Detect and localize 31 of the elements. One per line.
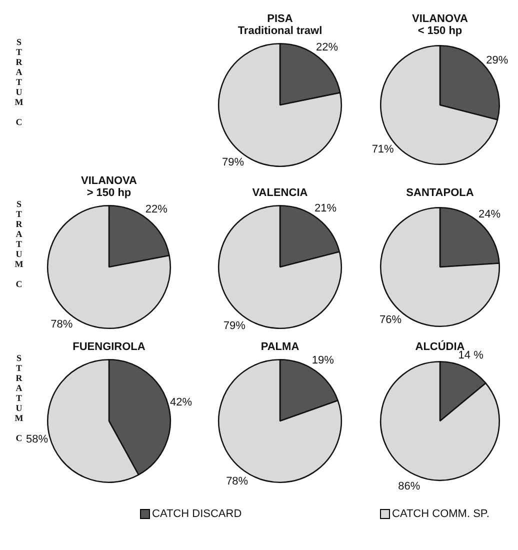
chart-title: VILANOVA: [410, 13, 470, 25]
data-label: 76%: [379, 314, 402, 326]
data-label: 71%: [372, 143, 394, 156]
chart-title: PALMA: [260, 341, 300, 353]
text: STRATUM C: [13, 37, 25, 127]
data-label: 58%: [26, 434, 48, 446]
chart-subtitle: > 150 hp: [86, 187, 132, 199]
data-label: 78%: [50, 318, 73, 330]
data-label: 29%: [486, 54, 508, 67]
legend-label: CATCH DISCARD: [152, 508, 242, 520]
data-label: 79%: [223, 320, 246, 332]
data-label: 22%: [316, 41, 338, 54]
chart-title: PISA: [266, 13, 294, 25]
data-label: 86%: [398, 480, 420, 492]
chart-subtitle: < 150 hp: [416, 25, 464, 37]
chart-title: SANTAPOLA: [405, 187, 475, 199]
data-label: 42%: [170, 396, 192, 409]
data-label: 21%: [314, 202, 337, 214]
legend-label: CATCH COMM. SP.: [392, 508, 490, 520]
data-label: 14 %: [458, 350, 484, 362]
data-label: 78%: [226, 476, 248, 488]
text: STRATUM C: [13, 353, 25, 443]
text: STRATUM C: [13, 199, 25, 289]
data-label: 24%: [478, 208, 501, 220]
data-label: 79%: [222, 156, 244, 169]
chart-title: FUENGIROLA: [72, 341, 146, 353]
chart-title: VALENCIA: [251, 187, 309, 199]
chart-title: VILANOVA: [80, 175, 138, 187]
data-label: 19%: [312, 354, 334, 366]
chart-subtitle: Traditional trawl: [236, 25, 324, 37]
data-label: 22%: [145, 204, 168, 216]
